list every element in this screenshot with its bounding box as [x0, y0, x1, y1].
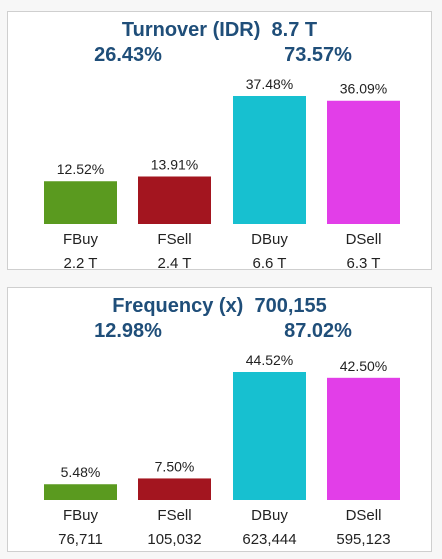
turnover-bar-fsell: [138, 176, 211, 224]
turnover-value-label-dsell: 36.09%: [340, 81, 387, 97]
frequency-bar-fbuy: [44, 484, 117, 500]
frequency-category-label-dbuy: DBuy: [251, 507, 288, 524]
turnover-sub-label-dsell: 6.3 T: [347, 255, 381, 269]
turnover-bar-fbuy: [44, 181, 117, 224]
turnover-bar-chart: 12.52% FBuy 2.2 T 13.91% FSell 2.4 T 37.48% DBu…: [44, 76, 400, 269]
frequency-foreign-share: 12.98%: [94, 320, 162, 342]
frequency-bar-dsell: [327, 377, 400, 500]
frequency-panel: Frequency (x) 700,155 12.98% 87.02% 5.48…: [7, 287, 432, 552]
turnover-bar-dsell: [327, 100, 400, 224]
frequency-sub-label-fbuy: 76,711: [58, 531, 103, 548]
frequency-sub-label-fsell: 105,032: [147, 531, 201, 548]
turnover-category-label-dbuy: DBuy: [251, 231, 288, 248]
turnover-title: Turnover (IDR) 8.7 T: [8, 19, 431, 42]
turnover-value-label-fbuy: 12.52%: [57, 161, 104, 177]
frequency-value-label-fbuy: 5.48%: [61, 464, 101, 480]
turnover-category-label-dsell: DSell: [346, 231, 382, 248]
turnover-value-label-dbuy: 37.48%: [246, 76, 293, 92]
turnover-category-label-fbuy: FBuy: [63, 231, 99, 248]
frequency-total: 700,155: [254, 295, 327, 317]
turnover-sub-label-dbuy: 6.6 T: [253, 255, 287, 269]
turnover-total: 8.7 T: [271, 19, 318, 41]
frequency-sub-label-dsell: 595,123: [336, 531, 390, 548]
frequency-domestic-share: 87.02%: [284, 320, 352, 342]
frequency-value-label-dsell: 42.50%: [340, 358, 387, 374]
turnover-category-label-fsell: FSell: [157, 231, 191, 248]
frequency-title-label: Frequency (x): [112, 295, 244, 317]
frequency-title: Frequency (x) 700,155: [8, 295, 431, 318]
frequency-bar-chart: 5.48% FBuy 76,711 7.50% FSell 105,032 44.52% DB…: [44, 352, 400, 548]
turnover-bar-dbuy: [233, 96, 306, 224]
turnover-foreign-share: 26.43%: [94, 44, 162, 66]
frequency-value-label-dbuy: 44.52%: [246, 352, 293, 368]
turnover-sub-label-fsell: 2.4 T: [158, 255, 192, 269]
frequency-category-label-fbuy: FBuy: [63, 507, 99, 524]
turnover-title-label: Turnover (IDR): [121, 19, 261, 41]
frequency-category-label-fsell: FSell: [157, 507, 191, 524]
turnover-sub-label-fbuy: 2.2 T: [64, 255, 98, 269]
turnover-panel: Turnover (IDR) 8.7 T 26.43% 73.57% 12.52…: [7, 11, 432, 270]
frequency-bar-fsell: [138, 478, 211, 500]
turnover-value-label-fsell: 13.91%: [151, 156, 198, 172]
frequency-bar-dbuy: [233, 372, 306, 500]
frequency-category-label-dsell: DSell: [346, 507, 382, 524]
frequency-value-label-fsell: 7.50%: [155, 458, 195, 474]
turnover-domestic-share: 73.57%: [284, 44, 352, 66]
frequency-sub-label-dbuy: 623,444: [242, 531, 296, 548]
